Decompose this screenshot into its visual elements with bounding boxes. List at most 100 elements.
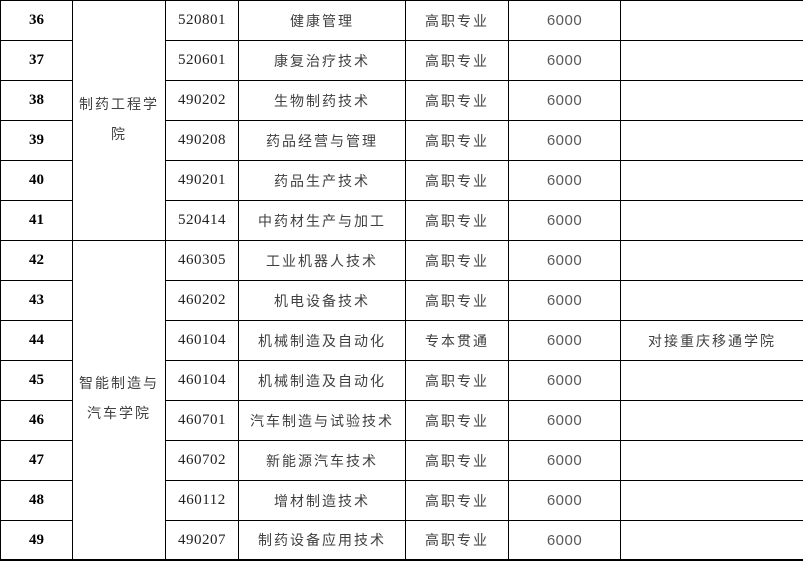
table-row: 36 制药工程学院 520801 健康管理 高职专业 6000 <box>0 0 803 241</box>
major-code-cell: 460701 <box>165 400 239 441</box>
major-code-cell: 520601 <box>165 40 239 81</box>
table-row: 39 490208 药品经营与管理 高职专业 6000 <box>0 120 803 161</box>
fee-cell: 6000 <box>508 160 621 201</box>
level-cell: 专本贯通 <box>405 320 509 361</box>
fee-cell: 6000 <box>508 400 621 441</box>
table-row: 48 460112 增材制造技术 高职专业 6000 <box>0 480 803 521</box>
college-cell: 制药工程学院 <box>72 0 166 241</box>
row-number-cell: 46 <box>0 400 73 441</box>
level-cell: 高职专业 <box>405 120 509 161</box>
note-cell <box>620 240 803 281</box>
row-number-cell: 38 <box>0 80 73 121</box>
major-code-cell: 490208 <box>165 120 239 161</box>
fee-cell: 6000 <box>508 120 621 161</box>
table-row: 42 智能制造与汽车学院 460305 工业机器人技术 高职专业 6000 <box>0 240 803 561</box>
major-name-cell: 药品经营与管理 <box>238 120 406 161</box>
major-name-cell: 生物制药技术 <box>238 80 406 121</box>
table-row: 38 490202 生物制药技术 高职专业 6000 <box>0 80 803 121</box>
level-cell: 高职专业 <box>405 520 509 561</box>
major-name-cell: 中药材生产与加工 <box>238 200 406 241</box>
college-cell: 智能制造与汽车学院 <box>72 240 166 561</box>
row-number-cell: 42 <box>0 240 73 281</box>
major-name-cell: 机械制造及自动化 <box>238 320 406 361</box>
major-name-cell: 机械制造及自动化 <box>238 360 406 401</box>
major-code-cell: 460104 <box>165 360 239 401</box>
row-number-cell: 49 <box>0 520 73 561</box>
row-number-cell: 37 <box>0 40 73 81</box>
row-number-cell: 48 <box>0 480 73 521</box>
major-name-cell: 汽车制造与试验技术 <box>238 400 406 441</box>
fee-cell: 6000 <box>508 200 621 241</box>
note-cell <box>620 80 803 121</box>
level-cell: 高职专业 <box>405 0 509 41</box>
major-name-cell: 增材制造技术 <box>238 480 406 521</box>
note-cell <box>620 280 803 321</box>
major-code-cell: 460112 <box>165 480 239 521</box>
note-cell <box>620 480 803 521</box>
note-cell <box>620 40 803 81</box>
fee-cell: 6000 <box>508 520 621 561</box>
row-number-cell: 39 <box>0 120 73 161</box>
fee-cell: 6000 <box>508 0 621 41</box>
table-row: 44 460104 机械制造及自动化 专本贯通 6000 对接重庆移通学院 <box>0 320 803 361</box>
note-cell <box>620 360 803 401</box>
level-cell: 高职专业 <box>405 480 509 521</box>
major-code-cell: 490202 <box>165 80 239 121</box>
note-cell <box>620 0 803 41</box>
major-name-cell: 康复治疗技术 <box>238 40 406 81</box>
fee-cell: 6000 <box>508 240 621 281</box>
level-cell: 高职专业 <box>405 240 509 281</box>
major-code-cell: 460702 <box>165 440 239 481</box>
level-cell: 高职专业 <box>405 160 509 201</box>
row-number-cell: 45 <box>0 360 73 401</box>
row-number-cell: 44 <box>0 320 73 361</box>
fee-cell: 6000 <box>508 280 621 321</box>
table-row: 41 520414 中药材生产与加工 高职专业 6000 <box>0 200 803 241</box>
fee-cell: 6000 <box>508 440 621 481</box>
level-cell: 高职专业 <box>405 280 509 321</box>
level-cell: 高职专业 <box>405 200 509 241</box>
note-cell: 对接重庆移通学院 <box>620 320 803 361</box>
table-row: 43 460202 机电设备技术 高职专业 6000 <box>0 280 803 321</box>
level-cell: 高职专业 <box>405 360 509 401</box>
row-number-cell: 36 <box>0 0 73 41</box>
table-row: 37 520601 康复治疗技术 高职专业 6000 <box>0 40 803 81</box>
note-cell <box>620 520 803 561</box>
level-cell: 高职专业 <box>405 40 509 81</box>
major-name-cell: 机电设备技术 <box>238 280 406 321</box>
note-cell <box>620 400 803 441</box>
fee-cell: 6000 <box>508 360 621 401</box>
fee-cell: 6000 <box>508 40 621 81</box>
major-code-cell: 460104 <box>165 320 239 361</box>
table-row: 40 490201 药品生产技术 高职专业 6000 <box>0 160 803 201</box>
row-number-cell: 47 <box>0 440 73 481</box>
note-cell <box>620 440 803 481</box>
major-code-cell: 460305 <box>165 240 239 281</box>
note-cell <box>620 200 803 241</box>
note-cell <box>620 160 803 201</box>
fee-cell: 6000 <box>508 480 621 521</box>
note-cell <box>620 120 803 161</box>
major-code-cell: 490201 <box>165 160 239 201</box>
major-name-cell: 新能源汽车技术 <box>238 440 406 481</box>
fee-cell: 6000 <box>508 80 621 121</box>
row-number-cell: 41 <box>0 200 73 241</box>
major-code-cell: 490207 <box>165 520 239 561</box>
row-number-cell: 43 <box>0 280 73 321</box>
fee-cell: 6000 <box>508 320 621 361</box>
table-row: 47 460702 新能源汽车技术 高职专业 6000 <box>0 440 803 481</box>
table-row: 49 490207 制药设备应用技术 高职专业 6000 <box>0 520 803 561</box>
major-name-cell: 工业机器人技术 <box>238 240 406 281</box>
major-name-cell: 药品生产技术 <box>238 160 406 201</box>
level-cell: 高职专业 <box>405 400 509 441</box>
major-name-cell: 健康管理 <box>238 0 406 41</box>
level-cell: 高职专业 <box>405 440 509 481</box>
row-number-cell: 40 <box>0 160 73 201</box>
level-cell: 高职专业 <box>405 80 509 121</box>
major-code-cell: 520414 <box>165 200 239 241</box>
major-name-cell: 制药设备应用技术 <box>238 520 406 561</box>
table-row: 46 460701 汽车制造与试验技术 高职专业 6000 <box>0 400 803 441</box>
major-code-cell: 460202 <box>165 280 239 321</box>
